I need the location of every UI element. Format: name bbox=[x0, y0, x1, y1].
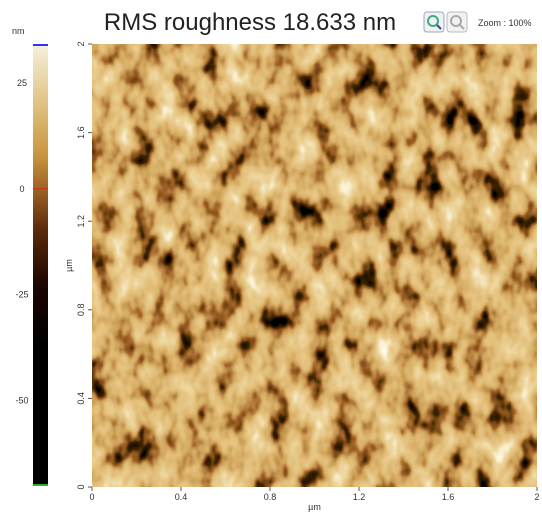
y-tick-label: 0.4 bbox=[76, 392, 86, 405]
y-axis-label: µm bbox=[64, 259, 74, 272]
y-tick-label: 0.8 bbox=[76, 304, 86, 317]
zoom-out-button[interactable] bbox=[446, 11, 468, 33]
x-tick-label: 0.4 bbox=[175, 492, 188, 502]
colorbar-unit: nm bbox=[12, 26, 25, 36]
title: RMS roughness 18.633 nm bbox=[104, 9, 396, 36]
zoom-in-button[interactable] bbox=[423, 11, 445, 33]
x-tick-label: 1.6 bbox=[442, 492, 455, 502]
x-tick-label: 0 bbox=[89, 492, 94, 502]
x-tick-label: 2 bbox=[534, 492, 539, 502]
colorbar-tick-label: 25 bbox=[17, 78, 27, 88]
y-tick-label: 0 bbox=[76, 484, 86, 489]
y-tick-label: 1.2 bbox=[76, 215, 86, 228]
x-axis-label: µm bbox=[308, 502, 321, 512]
y-tick-label: 2 bbox=[76, 41, 86, 46]
colorbar bbox=[33, 45, 48, 485]
afm-height-image bbox=[92, 44, 537, 487]
y-tick-label: 1.6 bbox=[76, 126, 86, 139]
zoom-level: Zoom : 100% bbox=[478, 18, 532, 28]
colorbar-tick-label: -25 bbox=[15, 290, 28, 300]
colorbar-tick-label: 0 bbox=[19, 184, 24, 194]
colorbar-tick-label: -50 bbox=[15, 395, 28, 405]
x-tick-label: 1.2 bbox=[353, 492, 366, 502]
x-tick-label: 0.8 bbox=[264, 492, 277, 502]
